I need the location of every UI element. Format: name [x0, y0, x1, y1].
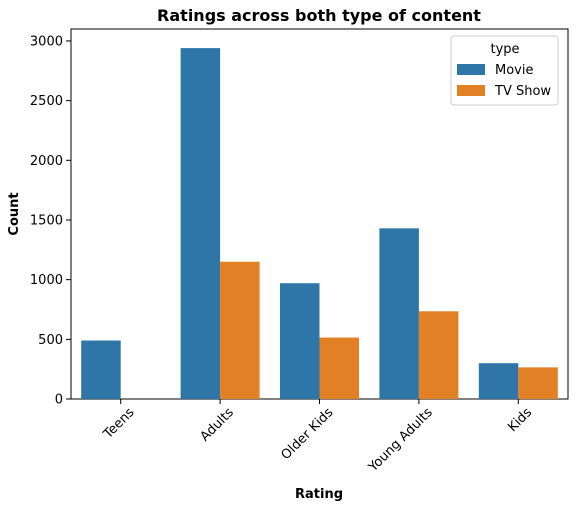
x-tick-label: Teens: [100, 405, 137, 442]
y-tick-label: 2500: [30, 94, 63, 109]
bar-tv-show-young-adults: [418, 311, 459, 399]
bar-group: [81, 48, 558, 400]
x-tick-label: Older Kids: [279, 405, 337, 463]
y-tick-label: 3000: [30, 34, 63, 49]
legend-swatch-tv-show: [457, 85, 485, 96]
x-tick-label: Young Adults: [365, 405, 436, 476]
y-tick-label: 0: [55, 393, 63, 408]
x-tick-label: Kids: [505, 405, 535, 435]
legend-label-tv-show: TV Show: [494, 84, 551, 99]
y-tick-label: 1000: [30, 273, 63, 288]
chart-title: Ratings across both type of content: [157, 6, 481, 25]
x-axis-label: Rating: [295, 487, 343, 502]
bar-movie-older-kids: [280, 283, 320, 399]
legend-title: type: [490, 42, 519, 57]
bar-tv-show-adults: [220, 261, 260, 399]
bar-tv-show-older-kids: [319, 337, 359, 399]
legend: type Movie TV Show: [450, 35, 559, 106]
y-tick-label: 500: [38, 333, 63, 348]
bar-movie-teens: [81, 340, 121, 399]
y-axis-label: Count: [7, 192, 22, 235]
x-axis: Teens Adults Older Kids Young Adults Kids: [100, 399, 535, 476]
legend-swatch-movie: [457, 64, 485, 75]
bar-tv-show-kids: [518, 367, 558, 399]
y-tick-label: 2000: [30, 154, 63, 169]
legend-label-movie: Movie: [495, 63, 533, 78]
bar-movie-adults: [180, 48, 221, 400]
y-axis: 0 500 1000 1500 2000 2500 3000: [30, 34, 71, 408]
y-tick-label: 1500: [30, 213, 63, 228]
x-tick-label: Adults: [198, 405, 238, 445]
bar-movie-kids: [478, 363, 519, 399]
bar-movie-young-adults: [379, 228, 419, 399]
